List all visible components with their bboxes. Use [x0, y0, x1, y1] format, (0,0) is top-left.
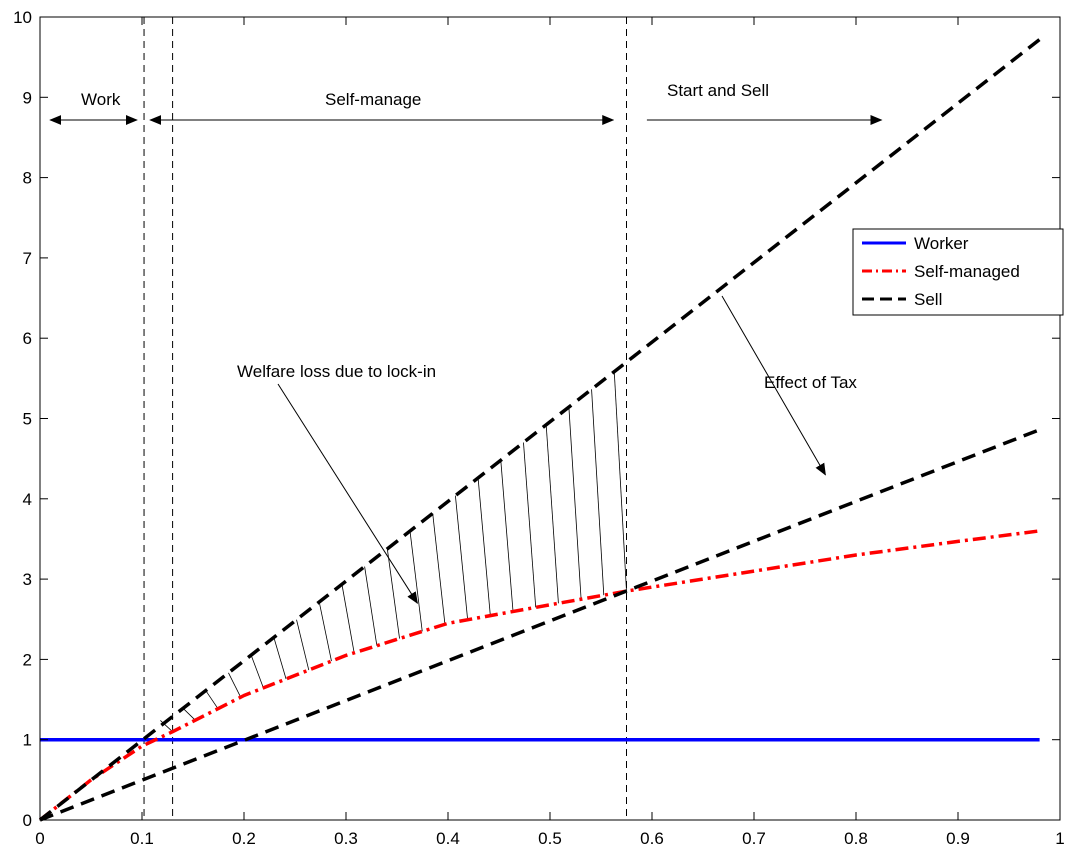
x-tick-label: 0 — [35, 829, 44, 848]
hatch-line — [182, 708, 196, 721]
x-tick-label: 0.3 — [334, 829, 358, 848]
y-tick-label: 9 — [23, 88, 32, 107]
x-tick-label: 0.9 — [946, 829, 970, 848]
series-line-sell-taxed — [39, 428, 1041, 822]
hatch-line — [341, 584, 355, 653]
hatch-line — [228, 672, 242, 698]
callout-annotations: Welfare loss due to lock-in Effect of Ta… — [237, 295, 857, 605]
region-label-work: Work — [81, 90, 121, 109]
y-tick-label: 8 — [23, 169, 32, 188]
hatch-line — [523, 442, 537, 608]
x-tick-label: 0.7 — [742, 829, 766, 848]
series-line-self-managed — [38, 529, 1040, 822]
hatch-line — [454, 495, 469, 620]
hatch-line — [296, 619, 310, 671]
x-tick-label: 0.6 — [640, 829, 664, 848]
hatch-line — [409, 531, 423, 632]
y-tick-label: 2 — [23, 650, 32, 669]
region-annotations: Work Self-manage Start and Sell — [49, 81, 883, 125]
annotation-effect-of-tax: Effect of Tax — [764, 373, 857, 392]
x-tick-label: 0.1 — [130, 829, 154, 848]
hatch-line — [545, 424, 559, 604]
x-tick-label: 0.2 — [232, 829, 256, 848]
region-label-start-and-sell: Start and Sell — [667, 81, 769, 100]
hatch-line — [386, 548, 400, 639]
hatch-line — [613, 371, 627, 592]
y-tick-label: 4 — [23, 490, 32, 509]
series-line-sell — [38, 38, 1041, 822]
hatch-line — [364, 566, 378, 646]
y-tick-label: 5 — [23, 410, 32, 429]
legend: Worker Self-managed Sell — [852, 228, 1064, 316]
y-tick-label: 7 — [23, 249, 32, 268]
hatch-line — [205, 690, 219, 709]
tick-labels: 0 0.1 0.2 0.3 0.4 0.5 0.6 0.7 0.8 0.9 101234567891… — [13, 8, 1065, 848]
region-dividers — [143, 17, 627, 820]
y-tick-label: 0 — [23, 811, 32, 830]
hatch-line — [477, 477, 491, 616]
hatch-line — [500, 460, 514, 612]
callout-arrow — [277, 383, 418, 605]
legend-label-worker: Worker — [914, 234, 969, 253]
axes — [39, 16, 1061, 821]
annotation-welfare-loss: Welfare loss due to lock-in — [237, 362, 436, 381]
hatch-line — [432, 513, 446, 625]
welfare-loss-hatching — [160, 371, 627, 732]
y-tick-label: 1 — [23, 731, 32, 750]
y-tick-label: 10 — [13, 8, 32, 27]
x-tick-label: 0.5 — [538, 829, 562, 848]
series-lines — [38, 38, 1041, 822]
y-tick-label: 6 — [23, 329, 32, 348]
x-tick-label: 1 — [1055, 829, 1064, 848]
hatch-line — [273, 637, 287, 680]
hatch-line — [318, 601, 332, 662]
hatch-line — [591, 389, 605, 596]
region-label-self-manage: Self-manage — [325, 90, 421, 109]
legend-label-self-managed: Self-managed — [914, 262, 1020, 281]
callout-arrow — [721, 295, 826, 476]
y-tick-label: 3 — [23, 570, 32, 589]
legend-label-sell: Sell — [914, 290, 942, 309]
x-tick-label: 0.4 — [436, 829, 460, 848]
hatch-line — [250, 654, 264, 689]
x-tick-label: 0.8 — [844, 829, 868, 848]
hatch-line — [568, 407, 582, 600]
plot-frame — [39, 16, 1061, 821]
